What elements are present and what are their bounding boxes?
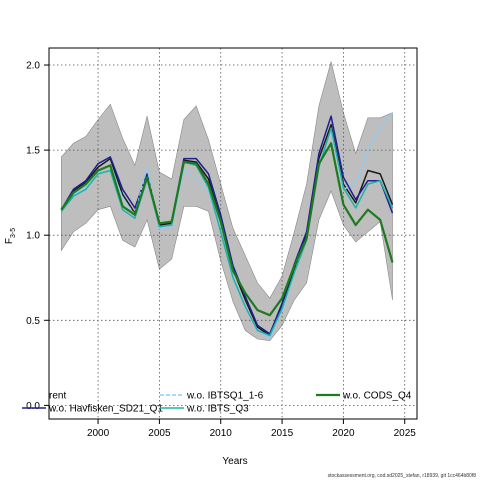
x-tick-label: 2010 xyxy=(210,428,233,439)
legend-label: rent xyxy=(49,391,66,402)
legend-label: w.o. CODS_Q4 xyxy=(342,391,412,402)
y-axis-title: F3-5 xyxy=(4,228,17,244)
y-axis-title-main: F xyxy=(4,238,15,244)
y-axis-ticks: 0.0 0.5 1.0 1.5 2.0 xyxy=(26,61,49,412)
y-tick-label: 2.0 xyxy=(26,61,40,72)
y-axis-title-subscript: 3-5 xyxy=(10,228,17,238)
x-tick-label: 2015 xyxy=(271,428,294,439)
grid-layer xyxy=(49,48,417,419)
series-line-3 xyxy=(60,127,394,337)
legend: rent w.o. Havfisken_SD21_Q1 w.o. IBTSQ1_1-… xyxy=(22,391,412,415)
x-tick-label: 2025 xyxy=(394,428,417,439)
y-tick-label: 1.0 xyxy=(26,231,40,242)
confidence-band-layer xyxy=(61,61,393,342)
x-tick-label: 2020 xyxy=(332,428,355,439)
plot-frame xyxy=(48,47,418,420)
x-tick-label: 2005 xyxy=(148,428,171,439)
x-axis-ticks: 2000 2005 2010 2015 2020 2025 xyxy=(87,419,416,439)
x-axis-title: Years xyxy=(222,456,247,467)
legend-label: w.o. Havfisken_SD21_Q1 xyxy=(48,404,163,415)
x-tick-label: 2000 xyxy=(87,428,110,439)
series-line-4 xyxy=(60,142,394,317)
confidence-band xyxy=(61,61,393,342)
legend-label: w.o. IBTSQ1_1-6 xyxy=(186,391,264,402)
legend-label: w.o. IBTS_Q3 xyxy=(186,404,249,415)
series-layer xyxy=(60,112,394,339)
series-line-1 xyxy=(60,115,394,335)
y-tick-label: 0.5 xyxy=(26,316,40,327)
y-tick-label: 0.0 xyxy=(26,401,40,412)
svg-text:F3-5: F3-5 xyxy=(4,228,17,244)
y-tick-label: 1.5 xyxy=(26,146,40,157)
footer-credit: stockassessment.org, cod.sd2025_stefan, … xyxy=(328,473,477,479)
